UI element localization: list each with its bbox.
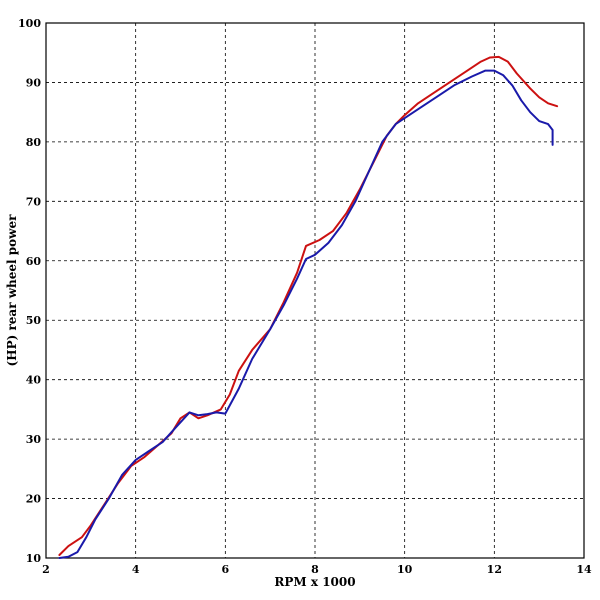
series-line-1: [58, 55, 559, 556]
y-tick-label: 50: [26, 314, 42, 327]
y-tick-label: 20: [26, 493, 42, 506]
x-axis-label: RPM x 1000: [274, 575, 355, 589]
plot-frame: [45, 22, 585, 559]
x-tick-label: 2: [42, 563, 50, 576]
series-line-2: [58, 69, 554, 559]
x-tick-label: 14: [576, 563, 592, 576]
x-tick-label: 10: [397, 563, 413, 576]
x-tick-labels: 2 4 6 8 10 12 14: [42, 563, 592, 576]
y-tick-label: 100: [18, 17, 41, 30]
y-axis-label: (HP) rear wheel power: [5, 214, 19, 367]
y-tick-label: 10: [26, 552, 42, 565]
x-tick-label: 4: [132, 563, 140, 576]
grid: [46, 23, 584, 558]
y-tick-labels: 10 20 30 40 50 60 70 80 90 100: [18, 17, 41, 565]
y-tick-label: 70: [26, 195, 42, 208]
y-tick-label: 30: [26, 433, 42, 446]
y-tick-label: 60: [26, 255, 42, 268]
y-tick-label: 40: [26, 374, 42, 387]
x-tick-label: 12: [487, 563, 502, 576]
x-tick-label: 6: [222, 563, 230, 576]
series-layer: [58, 55, 559, 559]
y-tick-label: 80: [26, 136, 42, 149]
y-tick-label: 90: [26, 76, 42, 89]
x-tick-label: 8: [311, 563, 319, 576]
